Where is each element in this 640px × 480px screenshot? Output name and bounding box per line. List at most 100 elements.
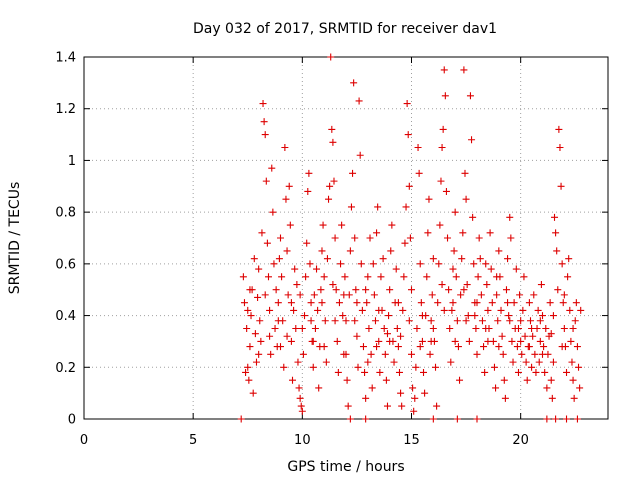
data-point bbox=[362, 286, 370, 294]
data-point bbox=[512, 265, 520, 273]
data-point bbox=[310, 291, 318, 299]
data-point bbox=[344, 402, 352, 410]
data-point bbox=[410, 407, 418, 415]
data-point bbox=[257, 337, 265, 345]
data-point bbox=[547, 376, 555, 384]
data-point bbox=[577, 306, 585, 314]
data-point bbox=[461, 169, 469, 177]
data-point bbox=[543, 384, 551, 392]
data-point bbox=[246, 286, 254, 294]
data-point bbox=[497, 306, 505, 314]
data-point bbox=[285, 182, 293, 190]
data-point bbox=[339, 312, 347, 320]
data-point bbox=[373, 229, 381, 237]
data-point bbox=[282, 195, 290, 203]
data-point bbox=[388, 221, 396, 229]
grid bbox=[84, 57, 608, 419]
data-point bbox=[281, 144, 289, 151]
data-point bbox=[333, 337, 341, 345]
data-point bbox=[244, 363, 252, 371]
data-point bbox=[349, 169, 357, 177]
data-point bbox=[551, 213, 559, 221]
data-point bbox=[504, 255, 512, 263]
data-point bbox=[329, 281, 337, 289]
data-point bbox=[309, 337, 317, 345]
data-point bbox=[519, 306, 527, 314]
data-point bbox=[292, 325, 300, 332]
y-tick-label: 1.4 bbox=[55, 51, 76, 66]
data-point bbox=[437, 177, 445, 185]
data-point bbox=[317, 286, 325, 294]
data-point bbox=[298, 325, 306, 332]
data-point bbox=[359, 343, 367, 351]
y-tick-label: 0.8 bbox=[55, 206, 76, 221]
data-point bbox=[367, 350, 375, 358]
data-point bbox=[338, 221, 346, 229]
data-point bbox=[307, 299, 315, 307]
data-point bbox=[263, 239, 271, 247]
data-point bbox=[539, 350, 546, 358]
data-point bbox=[394, 299, 402, 307]
data-point bbox=[495, 343, 503, 351]
plot-frame bbox=[83, 56, 609, 420]
data-point bbox=[451, 337, 459, 345]
data-point bbox=[287, 299, 295, 307]
data-point bbox=[453, 317, 461, 325]
data-point bbox=[541, 368, 549, 376]
data-point bbox=[454, 343, 462, 351]
data-point bbox=[408, 350, 415, 358]
data-point bbox=[283, 247, 291, 255]
data-point bbox=[564, 273, 572, 281]
data-point bbox=[261, 131, 269, 139]
data-point bbox=[448, 306, 456, 314]
y-tick-label: 0.4 bbox=[55, 309, 76, 324]
data-point bbox=[499, 350, 507, 358]
data-point bbox=[296, 291, 304, 299]
data-point bbox=[552, 229, 560, 237]
data-point bbox=[427, 337, 435, 345]
data-point bbox=[462, 195, 470, 203]
data-point bbox=[445, 286, 453, 294]
data-point bbox=[307, 317, 315, 325]
data-point bbox=[477, 291, 485, 299]
y-tick-label: 1 bbox=[68, 154, 76, 169]
data-point bbox=[507, 234, 515, 242]
data-point bbox=[483, 281, 491, 289]
data-point bbox=[364, 273, 372, 281]
data-point bbox=[415, 169, 423, 177]
data-point bbox=[393, 325, 401, 332]
data-point bbox=[516, 291, 524, 299]
x-tick-label: 15 bbox=[403, 433, 420, 448]
data-point bbox=[523, 376, 531, 384]
data-point bbox=[291, 265, 299, 273]
data-point bbox=[416, 343, 424, 351]
data-point bbox=[371, 317, 379, 325]
data-point bbox=[259, 100, 267, 108]
data-point bbox=[458, 255, 466, 263]
data-point bbox=[332, 286, 340, 294]
data-point bbox=[482, 260, 490, 268]
data-point bbox=[245, 376, 253, 384]
data-point bbox=[535, 358, 543, 366]
data-point bbox=[457, 291, 465, 299]
data-point bbox=[274, 317, 282, 325]
data-point bbox=[369, 260, 377, 268]
data-point bbox=[449, 299, 457, 307]
data-point bbox=[510, 299, 518, 307]
data-point bbox=[426, 350, 434, 358]
data-point bbox=[423, 273, 431, 281]
data-point bbox=[459, 229, 467, 237]
data-point bbox=[275, 255, 283, 263]
data-point bbox=[421, 389, 429, 397]
data-point bbox=[498, 332, 506, 340]
data-point bbox=[330, 177, 338, 185]
data-point bbox=[392, 265, 400, 273]
data-point bbox=[251, 330, 259, 338]
data-point bbox=[398, 402, 406, 410]
data-point bbox=[546, 299, 554, 307]
data-point bbox=[424, 229, 432, 237]
data-point bbox=[540, 343, 548, 351]
data-point bbox=[451, 208, 459, 216]
data-point bbox=[375, 306, 383, 314]
data-point bbox=[362, 394, 370, 402]
